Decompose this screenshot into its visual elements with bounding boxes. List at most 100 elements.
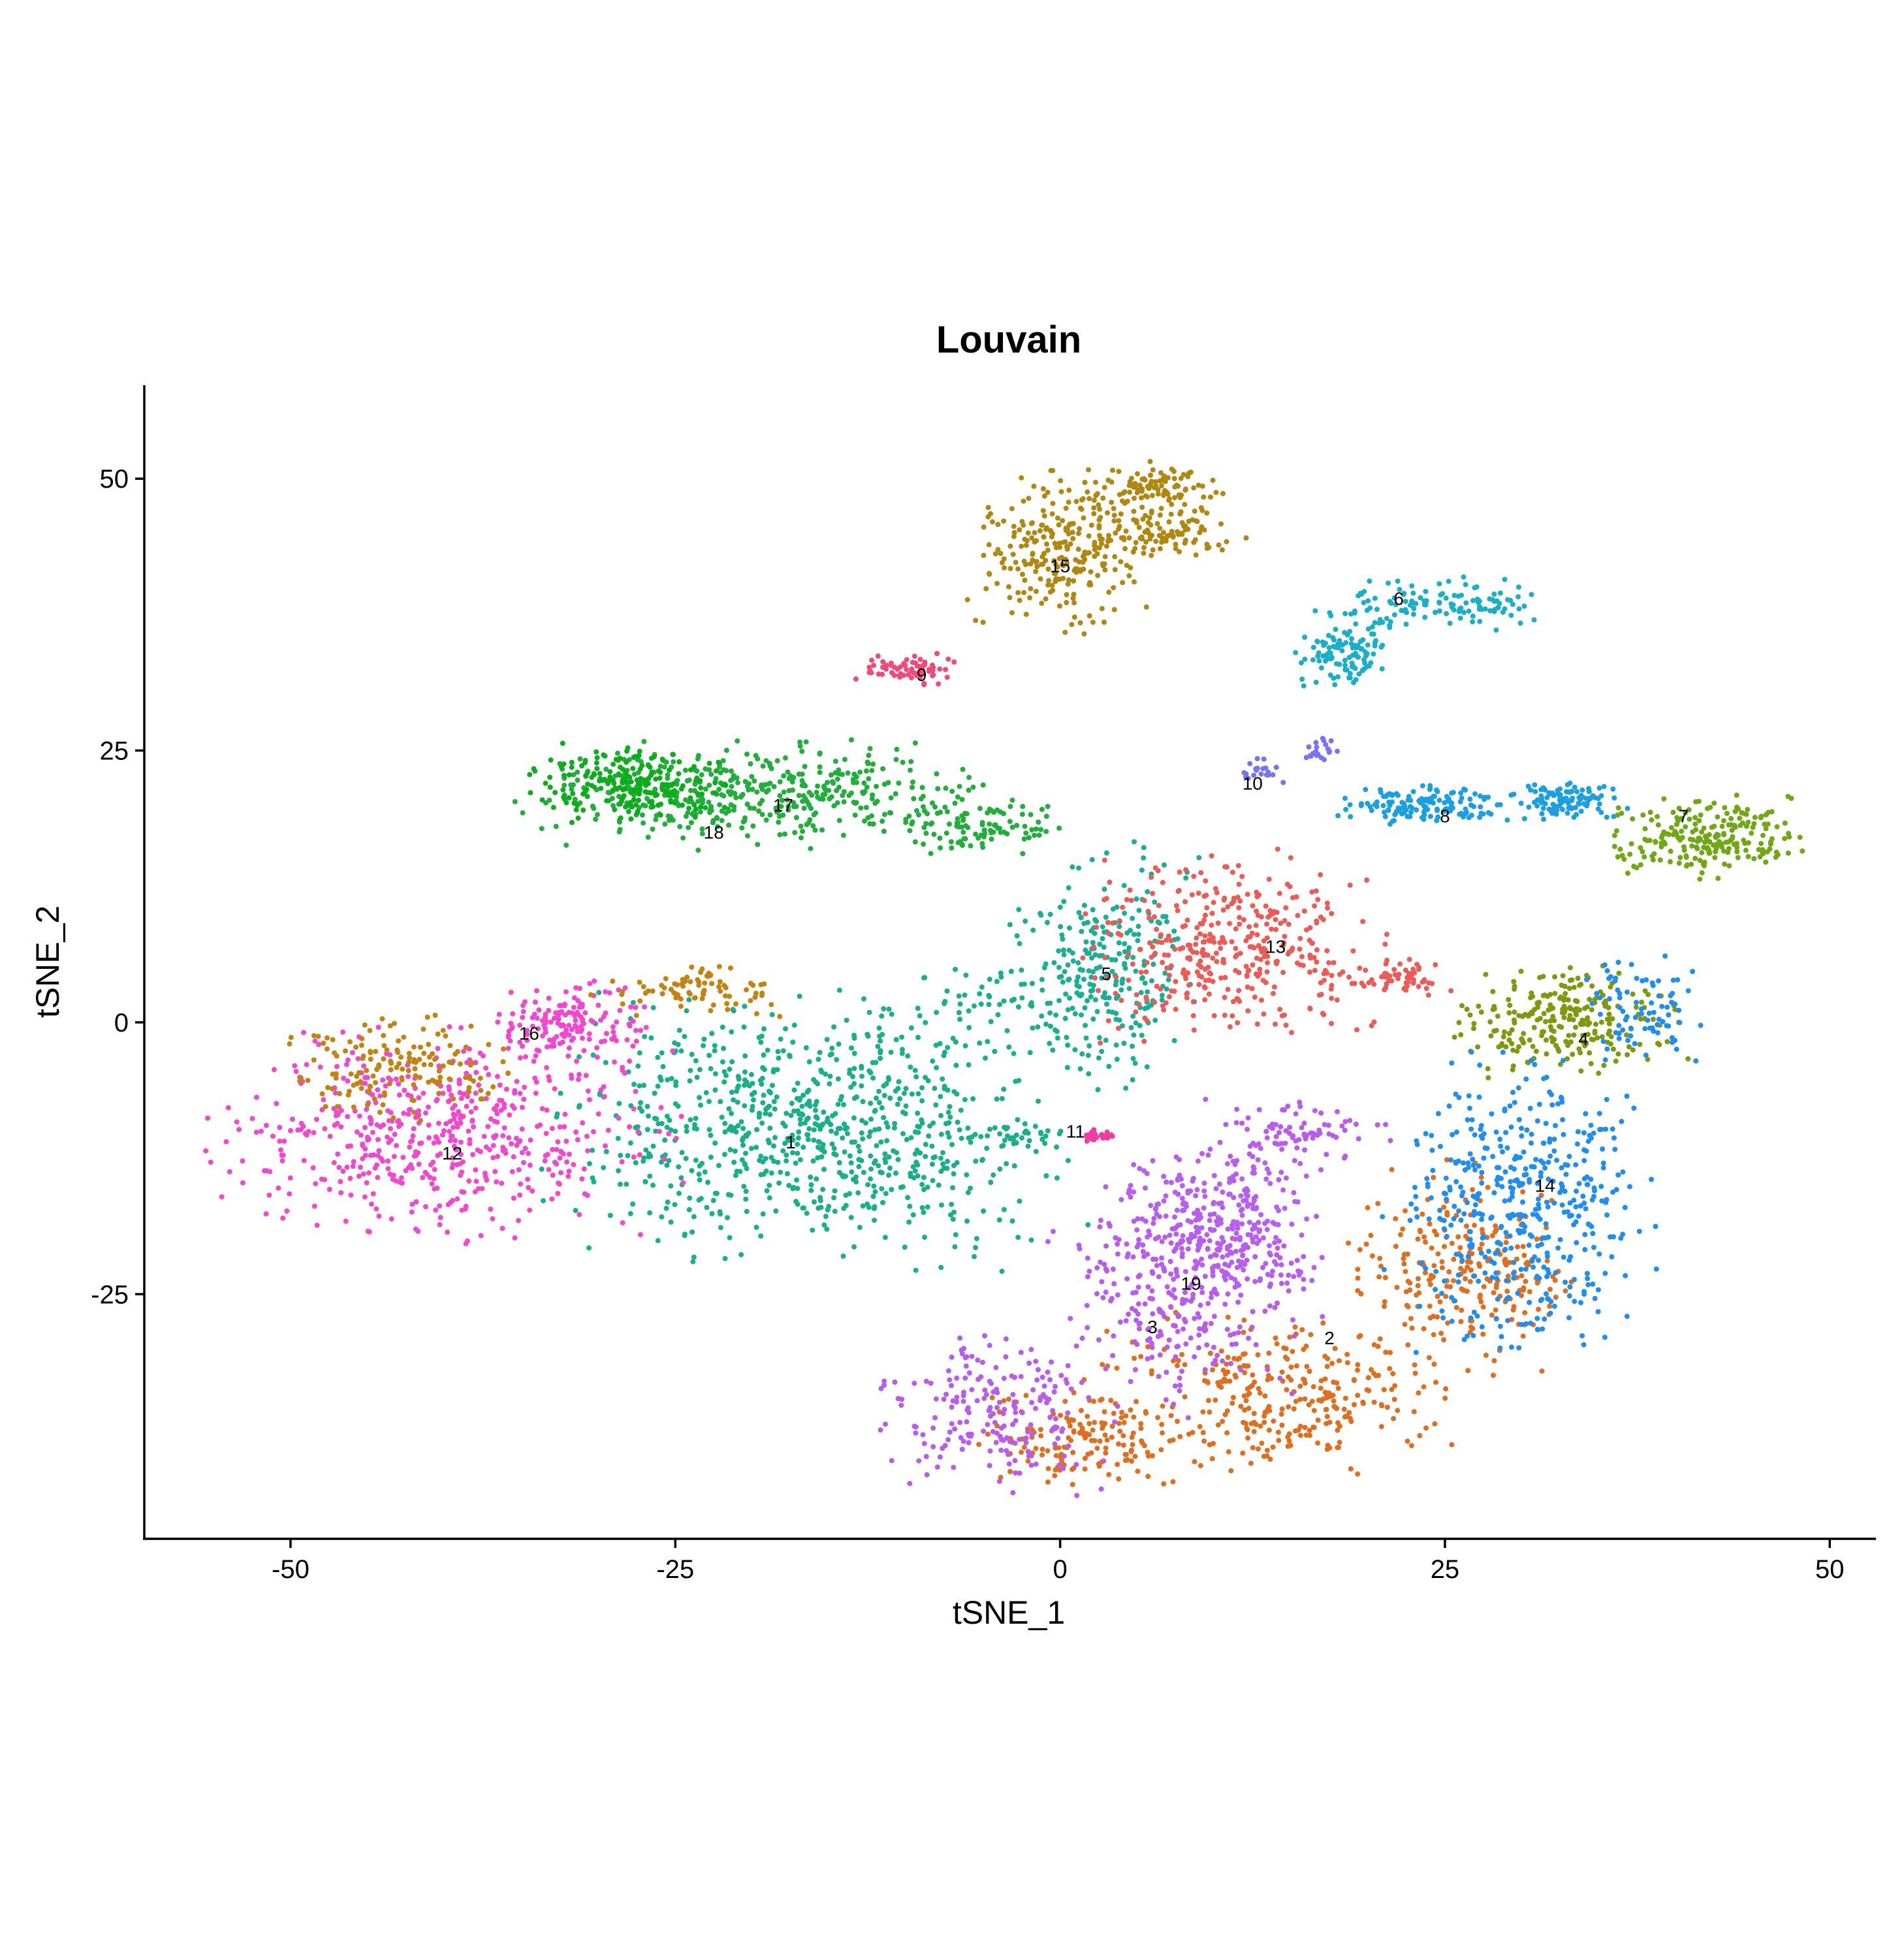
point <box>1222 1412 1228 1417</box>
point <box>1242 1407 1248 1413</box>
point <box>1138 990 1144 996</box>
point <box>1497 1323 1503 1329</box>
point <box>627 1140 633 1146</box>
point <box>1485 795 1491 800</box>
point <box>1339 648 1345 654</box>
point <box>451 1143 457 1149</box>
point <box>670 1048 676 1054</box>
point <box>1082 1455 1088 1461</box>
point <box>1653 1266 1659 1272</box>
point <box>662 1137 668 1143</box>
point <box>698 1102 703 1108</box>
point <box>1103 995 1108 1001</box>
point <box>1150 891 1156 896</box>
point <box>1459 1003 1465 1009</box>
point <box>1010 1421 1015 1427</box>
point <box>1175 1344 1181 1349</box>
point <box>688 1117 693 1123</box>
point <box>880 1200 885 1205</box>
point <box>1624 1032 1629 1038</box>
point <box>1511 791 1517 797</box>
point <box>1285 1443 1291 1449</box>
point <box>879 1105 885 1111</box>
point <box>1103 850 1109 856</box>
point <box>1589 983 1595 989</box>
point <box>317 1064 323 1070</box>
point <box>1140 1249 1146 1254</box>
point <box>530 1015 535 1020</box>
point <box>1269 1126 1275 1131</box>
point <box>1119 1197 1124 1203</box>
point <box>1162 1235 1168 1240</box>
point <box>423 1110 428 1116</box>
point <box>945 1045 951 1050</box>
point <box>1007 922 1013 928</box>
point <box>1071 1390 1077 1396</box>
point <box>1584 1174 1590 1180</box>
point <box>1555 791 1561 797</box>
point <box>1553 812 1559 817</box>
point <box>1533 1049 1539 1054</box>
point <box>509 1141 515 1146</box>
point <box>1312 1131 1318 1137</box>
point <box>1378 1263 1384 1269</box>
point <box>630 1018 636 1024</box>
point <box>1245 1008 1251 1014</box>
point <box>1536 1275 1542 1281</box>
point <box>1029 981 1035 986</box>
point <box>834 1057 840 1063</box>
point <box>506 1135 512 1141</box>
point <box>1312 968 1318 973</box>
point <box>1590 1281 1596 1287</box>
point <box>1043 1021 1049 1027</box>
point <box>1269 926 1275 932</box>
point <box>1512 983 1517 989</box>
point <box>1056 1462 1062 1468</box>
cluster-4-points <box>1452 963 1691 1081</box>
point <box>1050 1229 1056 1235</box>
point <box>1498 1225 1504 1231</box>
point <box>1346 1240 1351 1246</box>
point <box>944 674 950 680</box>
point <box>929 662 935 668</box>
point <box>1735 855 1741 860</box>
point <box>585 1148 591 1154</box>
point <box>1088 928 1094 934</box>
point <box>1401 592 1406 597</box>
point <box>338 1108 344 1113</box>
point <box>1438 1331 1444 1336</box>
point <box>942 999 948 1004</box>
point <box>1273 917 1278 923</box>
point <box>1182 899 1188 905</box>
point <box>1566 985 1572 991</box>
point <box>1721 830 1726 836</box>
point <box>447 1024 452 1030</box>
point <box>274 1101 279 1107</box>
point <box>1202 985 1208 990</box>
point <box>1606 1031 1611 1037</box>
point <box>1348 611 1354 617</box>
point <box>735 1123 741 1129</box>
point <box>1270 1444 1276 1450</box>
point <box>1547 1153 1553 1159</box>
point <box>1066 1419 1072 1425</box>
point <box>520 1009 526 1015</box>
point <box>1215 1422 1221 1428</box>
point <box>302 1131 308 1137</box>
point <box>859 1083 865 1089</box>
point <box>1053 1416 1058 1422</box>
point <box>1280 1107 1286 1112</box>
point <box>1541 1029 1546 1035</box>
point <box>1565 997 1571 1003</box>
point <box>1542 992 1547 998</box>
point <box>722 1129 728 1135</box>
point <box>620 1065 626 1070</box>
point <box>1631 1105 1637 1111</box>
point <box>1200 1409 1206 1415</box>
point <box>1231 1355 1237 1361</box>
point <box>1378 789 1384 795</box>
point <box>709 1211 715 1216</box>
point <box>1371 981 1377 987</box>
point <box>820 1142 826 1148</box>
point <box>769 1170 774 1176</box>
